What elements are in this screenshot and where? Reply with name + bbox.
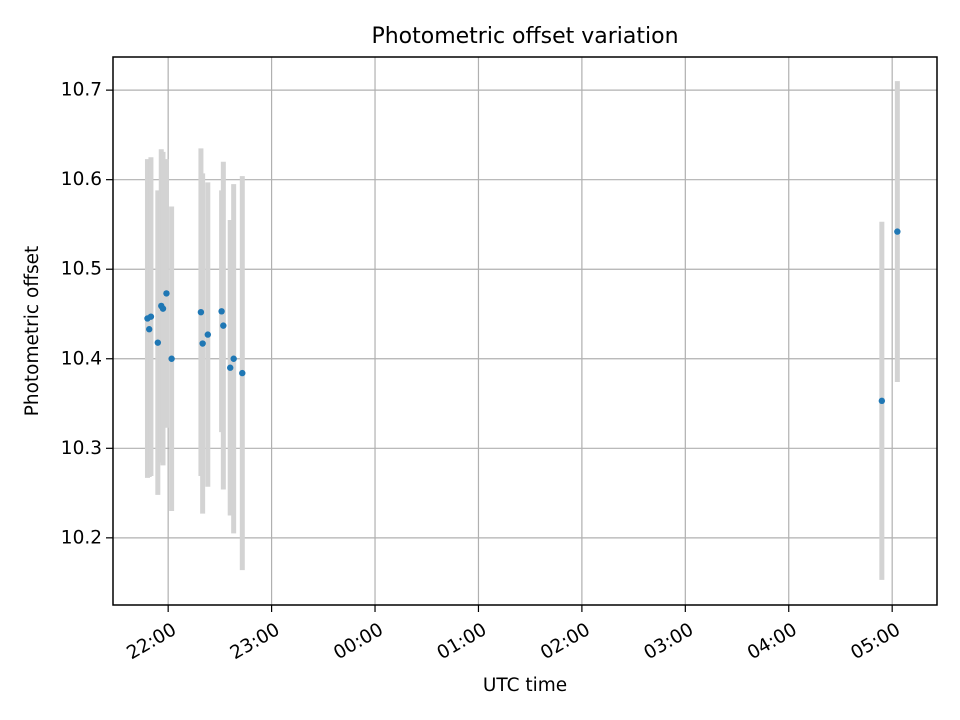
data-point [159, 305, 167, 312]
plot-frame [112, 56, 938, 606]
data-point [894, 228, 901, 235]
data-point [239, 369, 246, 377]
y-tick-label: 10.5 [61, 259, 102, 280]
data-point [147, 313, 155, 320]
y-axis-label: Photometric offset [22, 246, 43, 417]
y-tick-label: 10.6 [61, 169, 102, 190]
data-point [204, 331, 212, 338]
y-tick-label: 10.2 [61, 527, 102, 548]
y-tick-label: 10.3 [61, 438, 102, 459]
data-point [146, 326, 153, 333]
grid [113, 57, 937, 605]
data-point [168, 355, 175, 362]
data-point [218, 308, 225, 315]
data-point [154, 339, 162, 346]
data-point [163, 290, 170, 297]
data-point [220, 322, 227, 329]
y-tick-label: 10.7 [61, 80, 102, 101]
chart-title: Photometric offset variation [371, 24, 678, 49]
data-point [197, 308, 205, 316]
data-point [227, 364, 234, 371]
x-axis-label: UTC time [483, 675, 567, 696]
data-point [230, 355, 237, 362]
y-tick-label: 10.4 [61, 348, 102, 369]
data-point [878, 397, 886, 405]
data-points [144, 228, 901, 405]
data-point [199, 340, 206, 347]
